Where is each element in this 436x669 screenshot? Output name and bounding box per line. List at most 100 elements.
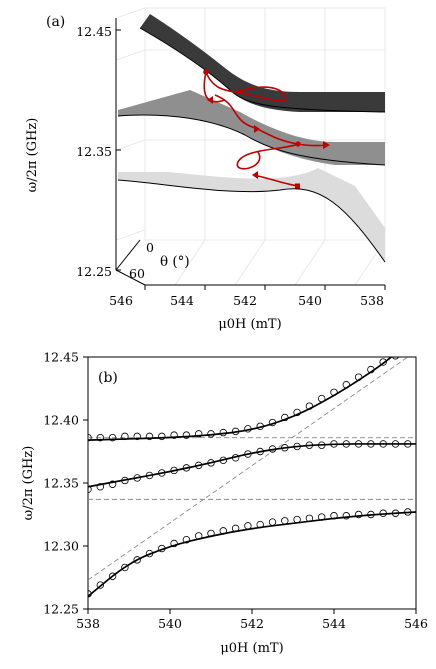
data-point — [318, 513, 326, 521]
panel-b-y-tick: 12.35 — [43, 476, 79, 491]
panel-b-y-tick: 12.40 — [43, 413, 79, 428]
data-point — [405, 347, 412, 354]
data-point — [108, 572, 117, 580]
data-point — [391, 440, 400, 448]
data-point — [182, 464, 191, 472]
data-point — [268, 518, 277, 526]
data-point — [170, 431, 178, 439]
panel-b-x-tick: 540 — [158, 616, 182, 631]
panel-b-y-tick: 12.45 — [43, 350, 79, 365]
panel-a-y-tick: 12.45 — [76, 24, 112, 39]
panel-a-x-tick: 544 — [170, 293, 194, 308]
lower-surface — [118, 168, 385, 262]
data-point — [145, 432, 154, 441]
data-point — [330, 440, 338, 448]
panel-a-x-tick: 538 — [360, 293, 384, 308]
data-point — [256, 520, 264, 529]
panel-b-plot-area — [87, 356, 417, 610]
data-point — [133, 556, 141, 564]
data-point — [268, 418, 277, 427]
data-point — [330, 388, 338, 396]
data-point — [145, 549, 154, 558]
data-point — [170, 539, 178, 548]
data-point — [391, 509, 400, 517]
panel-b-y-ticks: 12.25 12.30 12.35 12.40 12.45 — [43, 350, 88, 617]
data-point — [121, 563, 129, 572]
trajectory-point — [295, 183, 300, 189]
trajectory-arrow — [252, 171, 258, 179]
panel-a-label: (a) — [46, 14, 65, 30]
data-point — [88, 485, 92, 493]
panel-b-x-ticks: 538 540 542 544 546 — [76, 609, 428, 631]
data-point — [293, 408, 301, 417]
trajectory-point — [203, 69, 209, 75]
data-point — [194, 430, 203, 438]
data-point — [330, 512, 338, 520]
data-point — [305, 514, 314, 522]
panel-a-z-tick: 0 — [146, 240, 154, 255]
trajectory-arrow — [254, 125, 260, 133]
data-point — [108, 433, 117, 442]
data-point — [133, 474, 141, 482]
data-point — [158, 432, 166, 441]
data-point — [170, 466, 178, 475]
data-point — [305, 441, 314, 449]
upper-surface-edge — [139, 27, 386, 113]
data-point — [244, 522, 252, 530]
panel-b-x-tick: 538 — [76, 616, 100, 631]
panel-a-x-label: μ0H (mT) — [218, 317, 281, 332]
data-point — [354, 440, 363, 448]
data-point — [145, 471, 154, 480]
panel-a-z-axis — [115, 239, 141, 271]
data-point — [367, 510, 375, 519]
panel-b-label: (b) — [98, 370, 118, 386]
middle-surface-edge — [117, 114, 386, 166]
uncoupled-mode-line — [88, 357, 409, 581]
trajectory-arrow — [207, 96, 213, 104]
data-point — [158, 544, 166, 553]
data-point — [354, 373, 363, 381]
data-point — [404, 440, 412, 448]
trajectory-point — [237, 89, 243, 95]
data-point — [367, 365, 375, 374]
data-point — [88, 433, 92, 442]
lower-surface-edge — [117, 179, 386, 263]
panel-b-y-tick: 12.30 — [43, 539, 79, 554]
panel-a-x-tick: 540 — [298, 293, 322, 308]
data-point — [121, 476, 129, 485]
data-point — [318, 394, 326, 403]
data-point — [318, 441, 326, 449]
data-point — [96, 581, 104, 589]
data-point — [256, 422, 264, 430]
panel-b-x-tick: 546 — [404, 616, 428, 631]
data-point — [404, 508, 412, 516]
data-point — [379, 509, 387, 517]
data-point — [207, 529, 215, 538]
data-point — [293, 515, 301, 524]
panel-a-y-label: ω/2π (GHz) — [25, 118, 40, 193]
panel-b-y-label: ω/2π (GHz) — [21, 446, 36, 521]
data-point — [231, 427, 240, 436]
panel-a-y-tick: 12.25 — [76, 264, 112, 279]
panel-b-x-tick: 542 — [240, 616, 264, 631]
data-point — [194, 461, 203, 470]
data-point — [219, 428, 227, 437]
data-point — [133, 432, 141, 441]
data-point — [281, 413, 289, 422]
panel-b-y-tick: 12.25 — [43, 602, 79, 617]
data-point — [342, 440, 350, 448]
trajectory-point — [295, 141, 301, 147]
data-point — [268, 445, 277, 453]
data-point — [379, 358, 387, 366]
panel-b-x-tick: 544 — [322, 616, 346, 631]
data-point — [219, 456, 227, 465]
panel-a-x-tick: 542 — [233, 293, 257, 308]
data-point — [231, 524, 240, 533]
panel-a-grid — [115, 7, 386, 286]
panel-a-z-tick: 60 — [129, 266, 145, 281]
data-point — [96, 483, 104, 491]
data-point — [367, 440, 375, 448]
data-point — [207, 459, 215, 467]
panel-a-z-label: θ (°) — [160, 254, 190, 270]
data-point — [392, 357, 399, 360]
